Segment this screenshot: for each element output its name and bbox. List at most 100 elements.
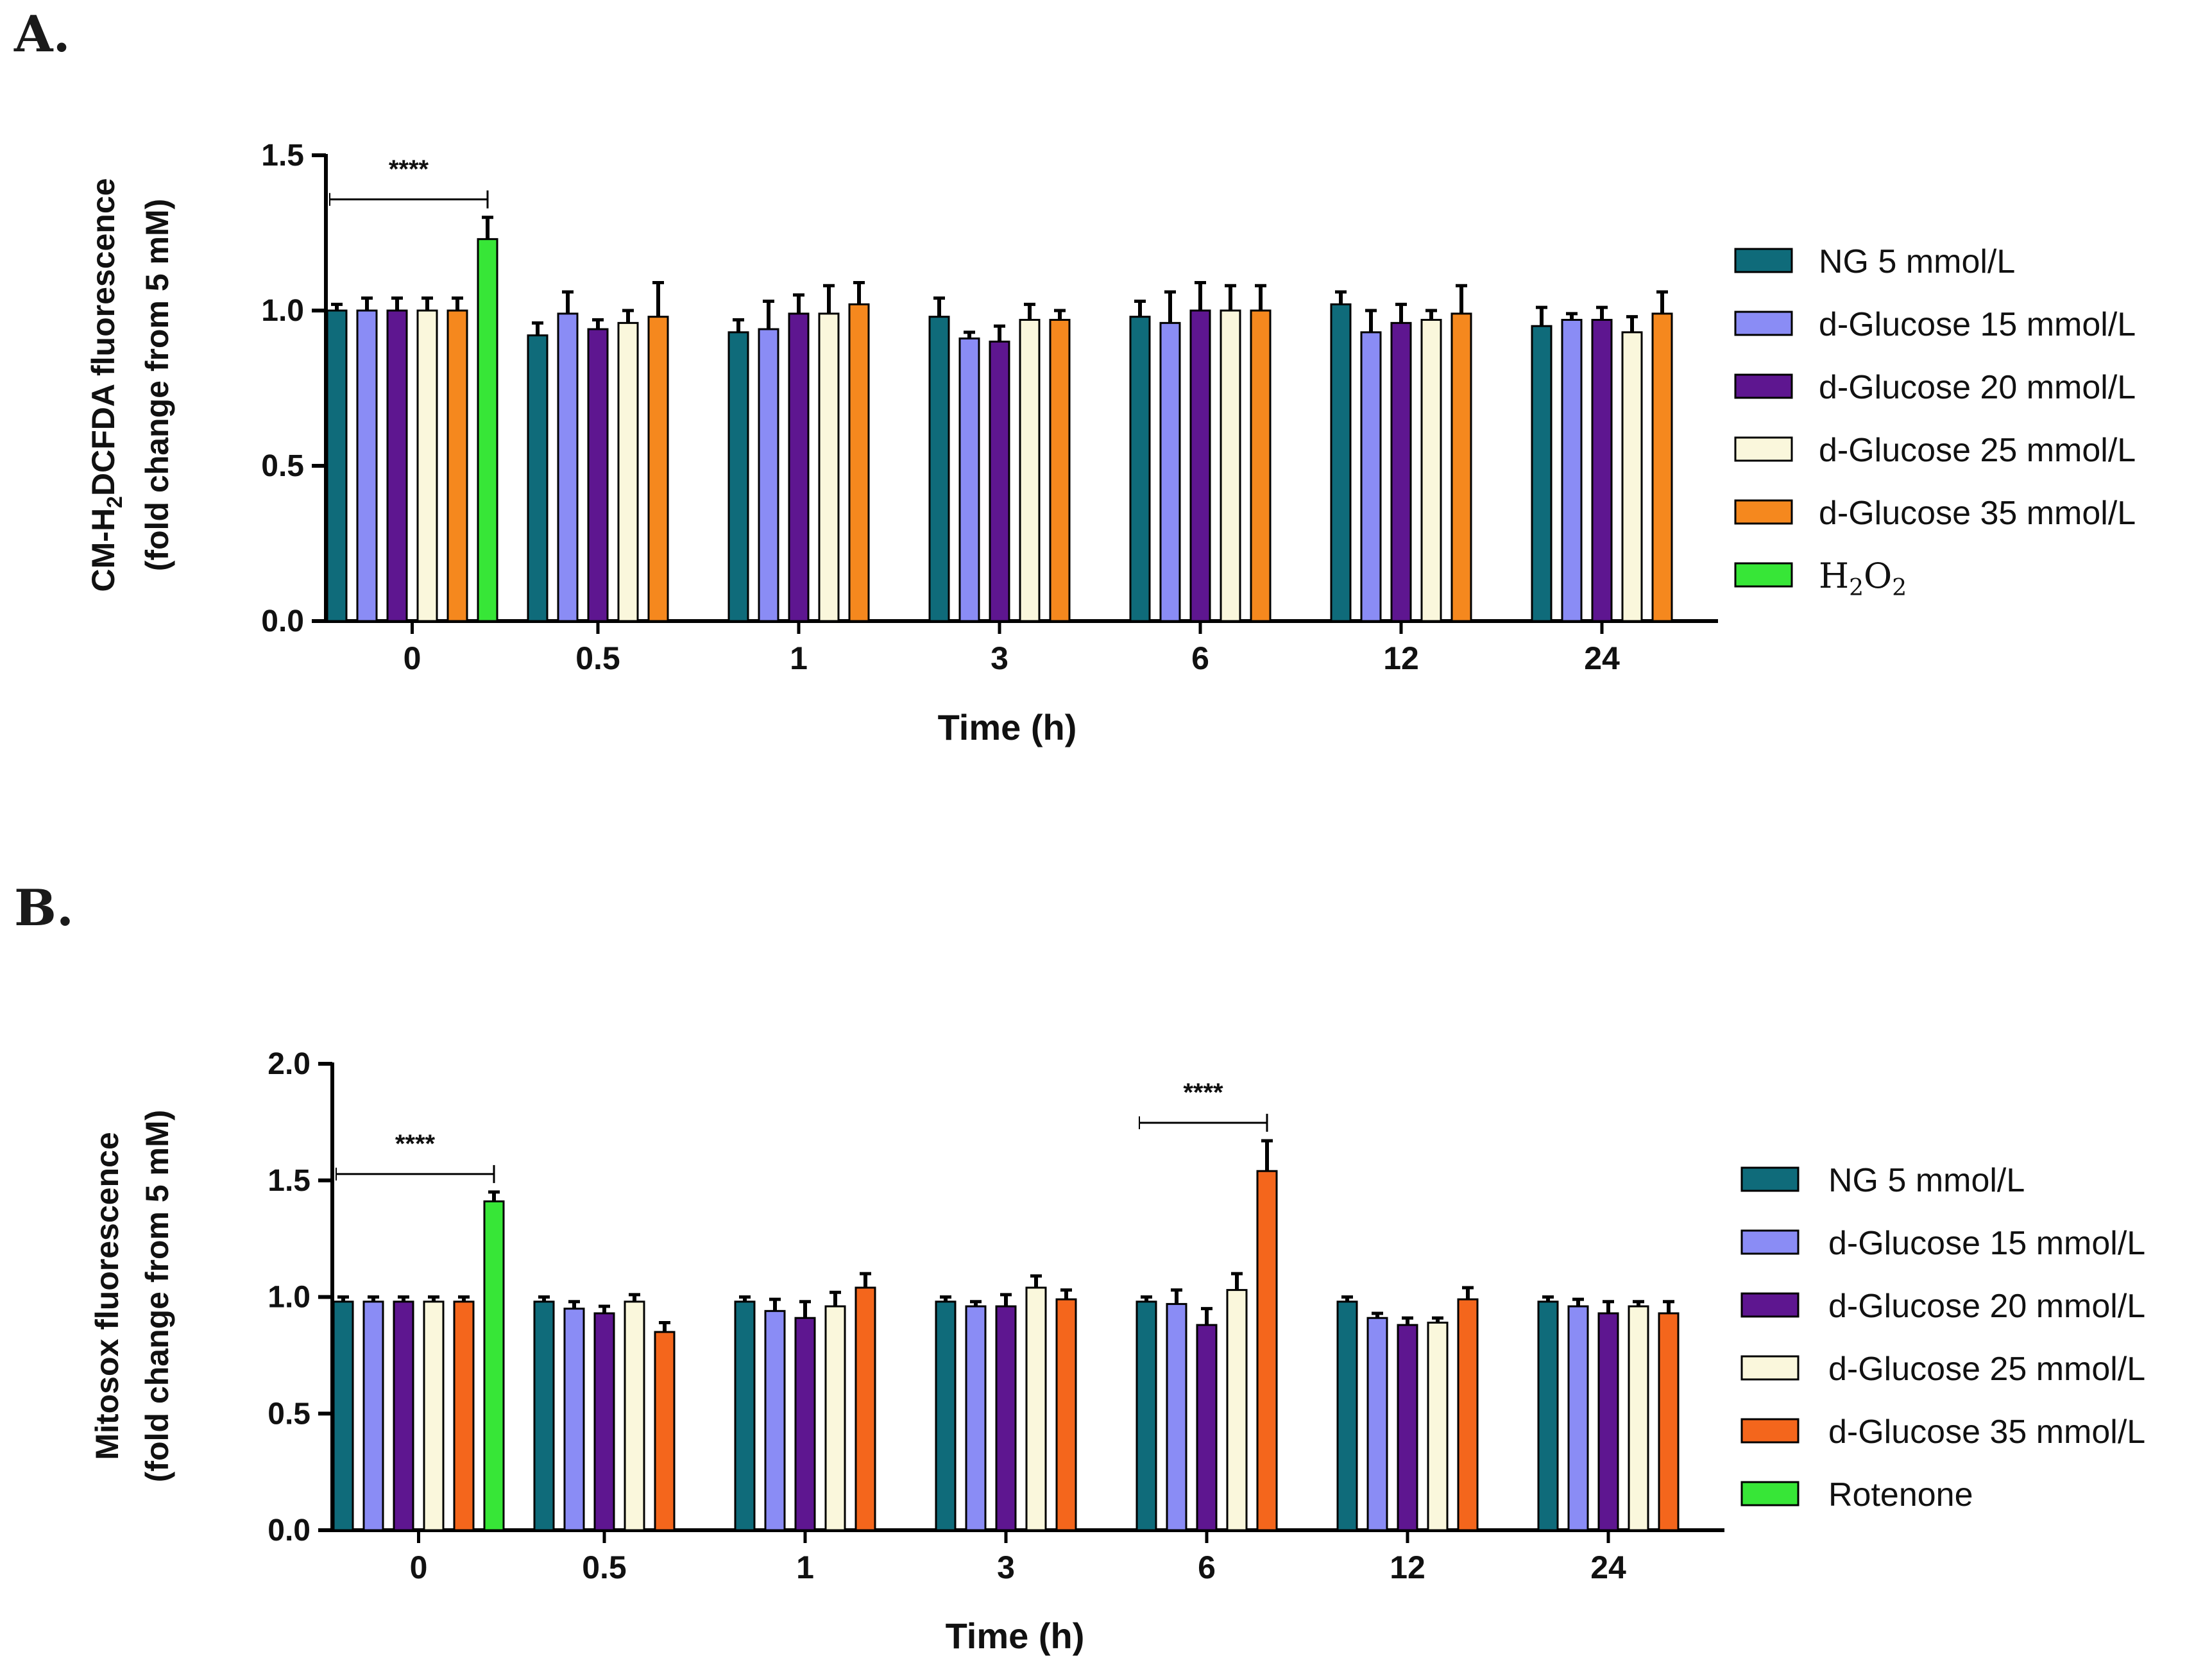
legend-swatch bbox=[1734, 436, 1793, 462]
y-axis-title-line1: CM-H2DCFDA fluorescence bbox=[85, 178, 127, 592]
x-tick-label: 6 bbox=[1191, 640, 1209, 676]
bar bbox=[1330, 303, 1352, 622]
bar bbox=[356, 309, 378, 622]
bar bbox=[587, 328, 609, 622]
bar bbox=[1390, 321, 1412, 622]
y-axis-title-text: DCFDA fluorescence bbox=[85, 178, 121, 496]
y-tick-label: 1.0 bbox=[268, 1281, 311, 1315]
legend-label: d-Glucose 20 mmol/L bbox=[1828, 1288, 2145, 1325]
bar bbox=[423, 1301, 445, 1531]
legend-swatch bbox=[1740, 1166, 1799, 1192]
x-tick-label: 0 bbox=[410, 1549, 428, 1585]
legend-swatch bbox=[1734, 499, 1793, 525]
y-tick-label: 0.5 bbox=[261, 449, 304, 483]
bar bbox=[647, 316, 669, 622]
bar bbox=[332, 1301, 354, 1531]
legend-swatch bbox=[1740, 1418, 1799, 1444]
bar bbox=[1129, 316, 1151, 622]
bar bbox=[1250, 309, 1272, 622]
y-tick-label: 0.0 bbox=[261, 604, 304, 638]
y-tick-label: 1.0 bbox=[261, 294, 304, 328]
x-tick-label: 0.5 bbox=[575, 640, 620, 676]
legend-label: NG 5 mmol/L bbox=[1819, 243, 2015, 280]
y-tick-label: 1.5 bbox=[261, 139, 304, 173]
y-tick-label: 0.0 bbox=[268, 1514, 311, 1548]
y-tick-label: 2.0 bbox=[268, 1047, 311, 1081]
x-tick-label: 12 bbox=[1383, 640, 1419, 676]
legend-label: d-Glucose 20 mmol/L bbox=[1819, 369, 2136, 406]
bar bbox=[393, 1301, 414, 1531]
legend-label: Rotenone bbox=[1828, 1476, 1973, 1514]
panel-label: A. bbox=[13, 5, 71, 64]
bar bbox=[1420, 319, 1442, 622]
bar bbox=[416, 309, 438, 622]
x-tick-label: 3 bbox=[991, 640, 1008, 676]
bar bbox=[527, 334, 549, 622]
x-tick-label: 0 bbox=[404, 640, 421, 676]
bar bbox=[1531, 325, 1553, 622]
bar bbox=[794, 1317, 816, 1531]
bar bbox=[1019, 319, 1041, 622]
x-tick-label: 12 bbox=[1390, 1549, 1425, 1585]
legend-label: d-Glucose 15 mmol/L bbox=[1828, 1225, 2145, 1262]
y-axis-title-line2: (fold change from 5 mM) bbox=[139, 1110, 175, 1483]
bar bbox=[818, 312, 840, 622]
bar bbox=[557, 312, 579, 622]
bar bbox=[727, 331, 749, 622]
y-tick-label: 1.5 bbox=[268, 1164, 311, 1198]
panel-label: B. bbox=[14, 879, 74, 937]
bar bbox=[1256, 1170, 1278, 1531]
bar bbox=[326, 309, 348, 622]
y-axis-title-text: CM-H bbox=[85, 508, 121, 592]
legend: NG 5 mmol/L d-Glucose 15 mmol/L d-Glucose … bbox=[1734, 243, 2136, 601]
bar bbox=[1621, 331, 1643, 622]
bar bbox=[1537, 1301, 1559, 1531]
chart-panel-a: A. 0.0 0.5 1.0 1.5 0 0.5 1 3 6 12 24 **** Time (h) CM-… bbox=[13, 5, 2136, 747]
bar bbox=[1166, 1302, 1187, 1531]
bar bbox=[764, 1309, 786, 1531]
bar bbox=[1226, 1289, 1248, 1531]
legend-label-subscript: 2 bbox=[1849, 575, 1864, 601]
bar bbox=[1591, 319, 1613, 622]
x-tick-label: 6 bbox=[1198, 1549, 1216, 1585]
bar bbox=[1651, 312, 1673, 622]
bar bbox=[824, 1305, 846, 1531]
bar bbox=[453, 1301, 475, 1531]
legend-label-text: H bbox=[1819, 556, 1849, 596]
legend-label: d-Glucose 15 mmol/L bbox=[1819, 306, 2136, 343]
bar bbox=[1025, 1286, 1047, 1531]
significance-label: **** bbox=[389, 155, 429, 183]
bar bbox=[758, 328, 779, 622]
bar bbox=[483, 1200, 505, 1531]
x-tick-label: 1 bbox=[790, 640, 808, 676]
bar bbox=[1189, 309, 1211, 622]
bar bbox=[1366, 1317, 1388, 1531]
bar bbox=[1451, 312, 1472, 622]
chart-panel-b: B. 0.0 0.5 1.0 1.5 2.0 0 0.5 1 3 6 12 24 **** **** Time… bbox=[14, 879, 2145, 1656]
legend-swatch bbox=[1740, 1292, 1799, 1318]
bar bbox=[935, 1301, 957, 1531]
bar bbox=[989, 340, 1010, 622]
y-axis-title: Mitosox fluorescence (fold change from 5 … bbox=[89, 1110, 175, 1483]
bar bbox=[624, 1301, 645, 1531]
bar bbox=[1196, 1324, 1218, 1531]
bar bbox=[1220, 309, 1241, 622]
bar bbox=[855, 1286, 876, 1531]
y-axis-title-line1: Mitosox fluorescence bbox=[89, 1132, 125, 1460]
x-tick-label: 24 bbox=[1590, 1549, 1626, 1585]
x-axis-title: Time (h) bbox=[946, 1616, 1085, 1656]
y-tick-label: 0.5 bbox=[268, 1397, 311, 1431]
legend-label: NG 5 mmol/L bbox=[1828, 1162, 2025, 1199]
legend-swatch bbox=[1734, 373, 1793, 399]
bar bbox=[1658, 1312, 1680, 1531]
x-tick-label: 0.5 bbox=[582, 1549, 627, 1585]
legend-swatch bbox=[1734, 562, 1793, 588]
bar bbox=[995, 1305, 1017, 1531]
bar bbox=[386, 309, 408, 622]
bar bbox=[958, 337, 980, 622]
bar bbox=[1597, 1312, 1619, 1531]
y-axis-title-line2: (fold change from 5 mM) bbox=[139, 199, 175, 572]
legend-swatch bbox=[1734, 248, 1793, 273]
